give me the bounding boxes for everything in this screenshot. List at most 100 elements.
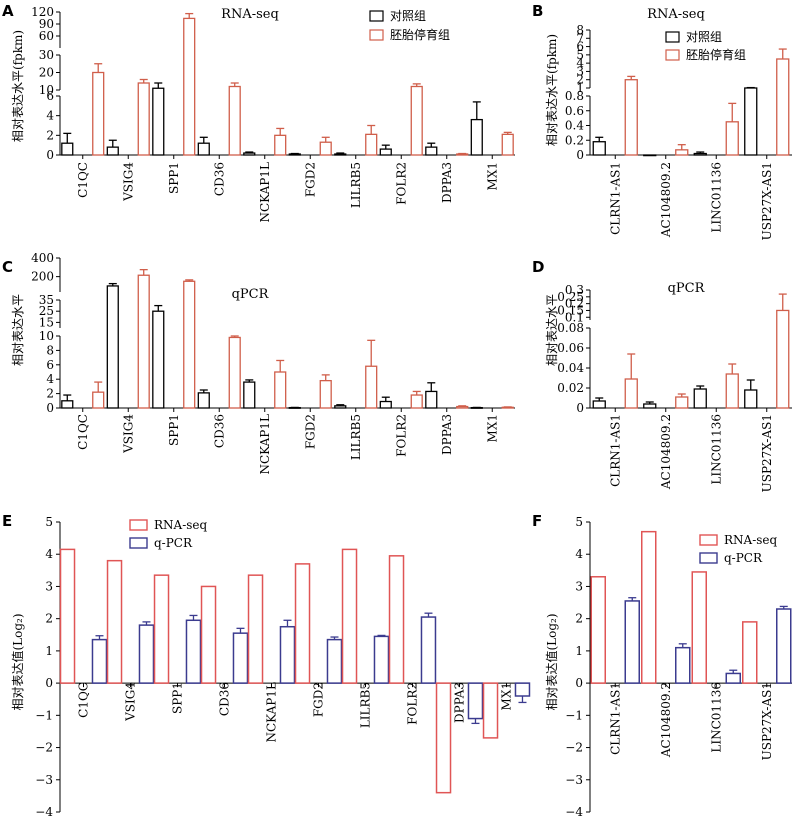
panel-e-category-label: MX1 (500, 682, 514, 710)
panel-f-bar (590, 576, 606, 684)
legend-f-label-qpcr: q-PCR (724, 551, 763, 565)
legend-b-label-stopped: 胚胎停育组 (686, 47, 746, 62)
panel-e-bar (59, 548, 76, 684)
panel-a-bar (197, 142, 210, 156)
panel-a-bar (379, 148, 392, 156)
panel-d-bar (744, 389, 758, 409)
panel-d-bar (592, 400, 606, 409)
panel-e-category-label: FGD2 (312, 682, 326, 717)
panel-e-category-label: FOLR2 (406, 682, 420, 725)
panel-b-category-label: LINC01136 (709, 162, 723, 233)
panel-b-ylabel: 相对表达水平(fpkm) (545, 34, 559, 146)
panel-d-y-tick-label: 0.04 (557, 361, 584, 375)
panel-e-category-label: CD36 (218, 682, 232, 716)
panel-e-bar (200, 585, 217, 684)
legend-b-label-control: 对照组 (686, 30, 722, 44)
panel-e-bar (373, 635, 390, 684)
panel-a-category-label: NCKAP1L (258, 162, 272, 223)
panel-c-y-tick-label: 15 (39, 315, 54, 329)
panel-b-bar (776, 58, 790, 156)
panel-b-y-tick-label: 6 (576, 40, 584, 54)
panel-c-y-tick-label: 4 (46, 372, 54, 386)
panel-b-y-tick-label: 0.2 (565, 133, 584, 147)
panel-c-y-tick-label: 8 (46, 343, 54, 357)
panel-c-title: qPCR (232, 287, 270, 302)
panel-f-bar (742, 621, 758, 684)
panel-d-bar (643, 403, 657, 409)
panel-letter-e: E (2, 512, 12, 530)
panel-e-bar (514, 682, 531, 697)
panel-a-category-label: C1QC (76, 162, 90, 198)
panel-d-category-label: LINC01136 (709, 414, 723, 485)
panel-c-bar (274, 371, 287, 409)
panel-e-bar (247, 574, 264, 684)
panel-e-bar (232, 632, 249, 684)
panel-e-category-label: LILRB5 (359, 682, 373, 728)
panel-c-y-tick-label: 25 (39, 304, 54, 318)
panel-c-bar (152, 310, 165, 409)
panel-a-y-tick-label: 10 (39, 83, 54, 97)
panel-c-bar (228, 336, 241, 409)
legend-f-swatch-rnaseq (699, 534, 718, 546)
panel-b-y-tick-label: 4 (576, 56, 584, 70)
panel-a-bar (92, 71, 105, 156)
panel-e-bar (467, 682, 484, 720)
panel-a-bar (183, 17, 196, 156)
legend-e-swatch-qpcr (129, 537, 148, 549)
panel-d-category-label: AC104809.2 (659, 414, 673, 490)
panel-b-y-tick-label: 8 (576, 23, 584, 37)
panel-c-bar (379, 400, 392, 409)
legend-b-swatch-stopped (665, 49, 680, 61)
panel-a-y-tick-label: 0 (46, 148, 54, 162)
panel-a-bar (470, 118, 483, 156)
panel-c-category-label: SPP1 (167, 414, 181, 446)
panel-b-bar (592, 141, 606, 156)
panel-b-y-tick-label: 0.4 (565, 119, 584, 133)
panel-e-bar (106, 559, 123, 684)
panel-letter-c: C (2, 258, 13, 276)
panel-e-bar (279, 625, 296, 684)
panel-d-bar (675, 396, 689, 409)
panel-c-category-label: NCKAP1L (258, 414, 272, 475)
panel-e-y-tick-label: −1 (35, 708, 53, 722)
panel-f-bar (675, 646, 691, 684)
panel-f-category-label: LINC01136 (709, 682, 723, 753)
panel-c-bar (410, 394, 423, 409)
panel-c-bar (365, 365, 378, 409)
panel-a-category-label: VSIG4 (121, 162, 135, 202)
panel-c-bar (456, 405, 469, 409)
panel-c-y-tick-label: 2 (46, 387, 54, 401)
legend-f-swatch-qpcr (699, 552, 718, 564)
panel-a-category-label: SPP1 (167, 162, 181, 194)
panel-e-category-label: C1QC (77, 682, 91, 718)
panel-f-bar (691, 571, 707, 684)
panel-d-y-tick-label: 0.08 (557, 321, 584, 335)
panel-a-y-tick-label: 60 (39, 29, 54, 43)
panel-b-bar (744, 87, 758, 156)
legend-e-label-qpcr: q-PCR (154, 536, 193, 550)
legend-a-swatch-control (369, 10, 384, 22)
panel-d-bar (693, 388, 707, 409)
panel-d-y-tick-label: 0.3 (565, 283, 584, 297)
panel-a-y-tick-label: 90 (39, 17, 54, 31)
panel-a-bar (501, 133, 514, 156)
panel-d-bar (624, 378, 638, 409)
panel-c-y-tick-label: 10 (39, 329, 54, 343)
panel-d-title: qPCR (668, 281, 706, 296)
panel-f-y-tick-label: −3 (565, 773, 583, 787)
panel-c-ylabel: 相对表达水平 (11, 294, 25, 366)
panel-b-y-tick-label: 2 (576, 73, 584, 87)
panel-b-bar (643, 154, 657, 157)
panel-e-category-label: VSIG4 (124, 682, 138, 722)
panel-a-category-label: MX1 (485, 162, 499, 190)
panel-f-y-tick-label: 2 (575, 612, 583, 626)
panel-b-y-tick-label: 0.6 (565, 104, 584, 118)
legend-b-swatch-control (665, 31, 680, 43)
panel-a-bar (274, 134, 287, 156)
panel-a-title: RNA-seq (221, 7, 279, 22)
panel-e-bar (91, 638, 108, 684)
panel-e-bar (435, 682, 452, 794)
panel-b-y-tick-label: 0 (576, 148, 584, 162)
panel-b-y-tick-label: 5 (576, 48, 584, 62)
panel-c-bar (61, 400, 74, 409)
